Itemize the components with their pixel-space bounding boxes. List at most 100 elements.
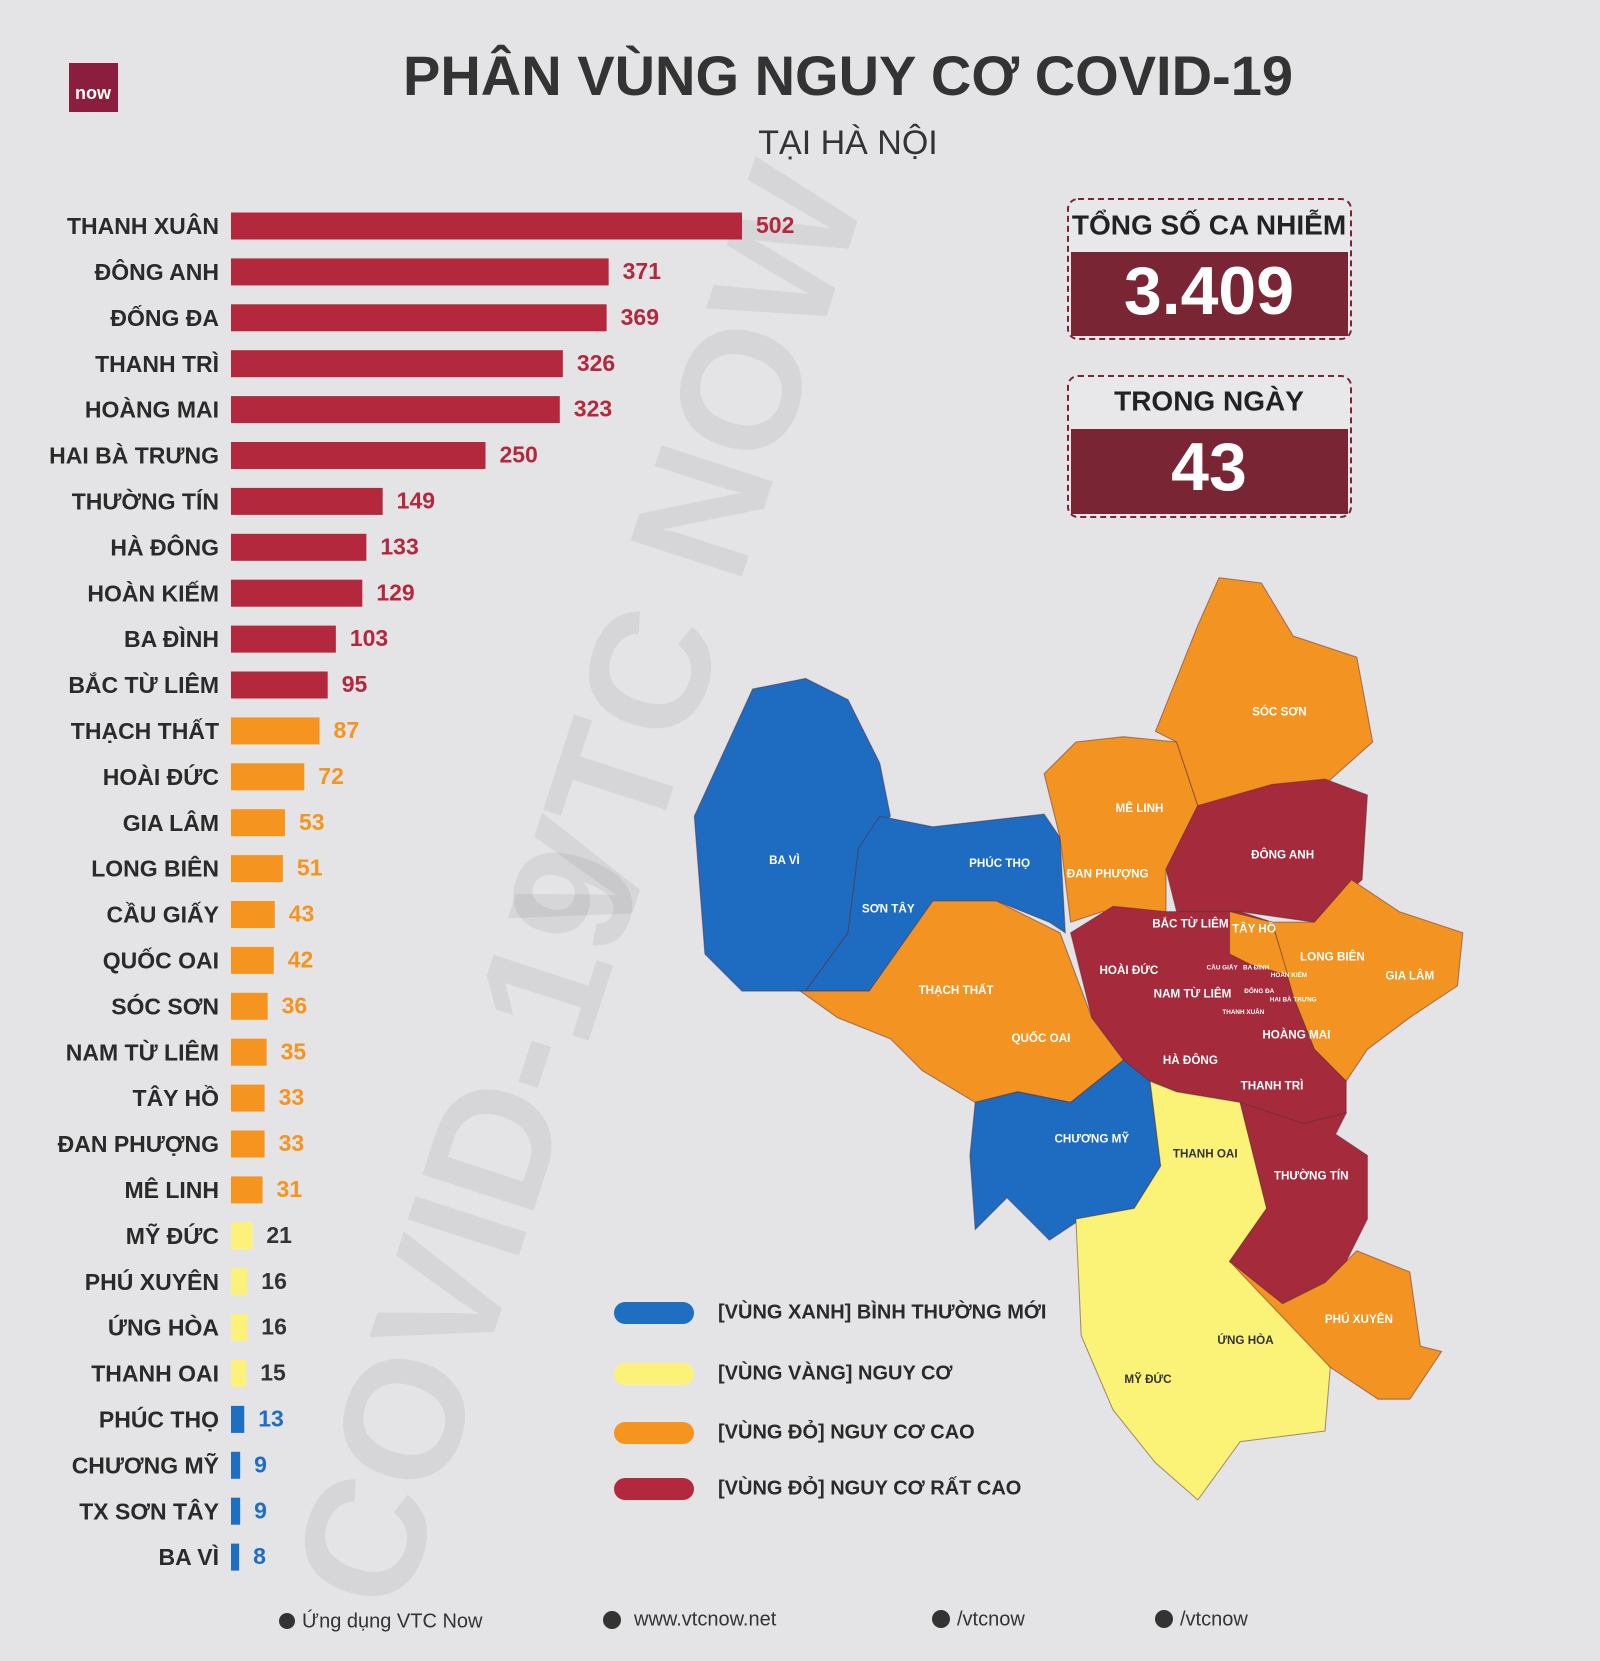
map-label: BẮC TỪ LIÊM bbox=[1152, 917, 1228, 930]
value-label: 103 bbox=[350, 625, 388, 651]
bar bbox=[231, 1268, 248, 1296]
category-label: HAI BÀ TRƯNG bbox=[49, 442, 219, 469]
category-label: SÓC SƠN bbox=[111, 992, 219, 1019]
category-label: ĐAN PHƯỢNG bbox=[58, 1131, 219, 1157]
legend-label: [VÙNG XANH] BÌNH THƯỜNG MỚI bbox=[718, 1299, 1046, 1323]
region bbox=[1229, 910, 1289, 976]
category-label: HÀ ĐÔNG bbox=[110, 533, 219, 560]
category-label: THẠCH THẤT bbox=[71, 717, 219, 744]
value-label: 87 bbox=[334, 717, 360, 743]
legend-label: [VÙNG VÀNG] NGUY CƠ bbox=[718, 1360, 953, 1384]
value-label: 51 bbox=[297, 855, 323, 881]
map-label: THANH OAI bbox=[1173, 1147, 1238, 1160]
category-label: THANH TRÌ bbox=[95, 350, 219, 377]
map-label: QUỐC OAI bbox=[1011, 1031, 1070, 1045]
map-label: THANH XUÂN bbox=[1222, 1007, 1264, 1016]
category-label: THƯỜNG TÍN bbox=[72, 487, 219, 514]
map-label: ĐAN PHƯỢNG bbox=[1067, 868, 1149, 881]
bar bbox=[231, 809, 285, 837]
value-label: 35 bbox=[281, 1038, 307, 1064]
map-label: HOÀNG MAI bbox=[1262, 1029, 1330, 1042]
value-label: 21 bbox=[266, 1222, 292, 1248]
category-label: TÂY HỒ bbox=[133, 1084, 219, 1111]
value-label: 72 bbox=[318, 763, 344, 789]
bar bbox=[231, 1084, 265, 1112]
category-label: BA ĐÌNH bbox=[124, 625, 219, 652]
bar bbox=[231, 533, 367, 561]
value-label: 8 bbox=[253, 1543, 266, 1569]
map-label: CẦU GIẤY bbox=[1207, 961, 1239, 971]
region bbox=[1154, 577, 1374, 807]
stat-box: TỔNG SỐ CA NHIỄM 3.409 bbox=[1067, 198, 1352, 340]
legend-swatch bbox=[614, 1422, 694, 1444]
category-label: BẮC TỪ LIÊM bbox=[68, 671, 219, 698]
map-label: MỸ ĐỨC bbox=[1124, 1373, 1172, 1386]
map-label: HAI BÀ TRƯNG bbox=[1270, 994, 1317, 1003]
value-label: 326 bbox=[577, 350, 615, 376]
bar bbox=[231, 487, 383, 515]
map-label: THANH TRÌ bbox=[1241, 1080, 1304, 1093]
category-label: CẦU GIẤY bbox=[107, 901, 219, 928]
category-label: CHƯƠNG MỸ bbox=[72, 1451, 219, 1478]
bar bbox=[231, 625, 336, 653]
value-label: 323 bbox=[574, 396, 612, 422]
value-label: 31 bbox=[277, 1176, 303, 1202]
legend-swatch bbox=[614, 1302, 694, 1324]
value-label: 250 bbox=[499, 442, 537, 468]
map-label: TÂY HỒ bbox=[1232, 923, 1276, 936]
value-label: 16 bbox=[261, 1268, 287, 1294]
map-label: ĐỐNG ĐA bbox=[1244, 985, 1274, 995]
value-label: 33 bbox=[279, 1084, 305, 1110]
map-label: SƠN TÂY bbox=[862, 903, 915, 916]
bar bbox=[231, 1176, 263, 1204]
category-label: HOÀI ĐỨC bbox=[103, 763, 219, 790]
region bbox=[1228, 1101, 1368, 1305]
stat-label: TRONG NGÀY bbox=[1114, 385, 1304, 416]
stat-label: TỔNG SỐ CA NHIỄM bbox=[1072, 208, 1346, 240]
map-label: ỨNG HÒA bbox=[1217, 1334, 1274, 1347]
logo-text: now bbox=[75, 83, 112, 103]
category-label: BA VÌ bbox=[159, 1543, 220, 1570]
category-label: PHÚ XUYÊN bbox=[85, 1268, 219, 1295]
category-label: QUỐC OAI bbox=[103, 946, 219, 973]
category-label: THANH XUÂN bbox=[67, 212, 219, 239]
value-label: 43 bbox=[289, 901, 315, 927]
bar bbox=[231, 763, 305, 791]
category-label: LONG BIÊN bbox=[91, 855, 219, 882]
map-label: PHÚ XUYÊN bbox=[1325, 1313, 1393, 1326]
title: PHÂN VÙNG NGUY CƠ COVID-19 bbox=[403, 44, 1293, 107]
bar bbox=[231, 946, 274, 974]
stat-value: 43 bbox=[1171, 429, 1247, 505]
value-label: 13 bbox=[258, 1405, 284, 1431]
bar bbox=[231, 901, 275, 928]
category-label: ĐÔNG ANH bbox=[95, 258, 219, 285]
bar bbox=[231, 1451, 241, 1479]
category-label: THANH OAI bbox=[91, 1361, 219, 1387]
map-label: HOÀN KIẾM bbox=[1271, 969, 1307, 979]
map-label: ĐÔNG ANH bbox=[1251, 848, 1314, 861]
map-label: HOÀI ĐỨC bbox=[1099, 964, 1158, 977]
category-label: HOÀNG MAI bbox=[85, 396, 219, 423]
value-label: 9 bbox=[254, 1451, 267, 1477]
footer-item: /vtcnow bbox=[1180, 1608, 1248, 1630]
map-label: SÓC SƠN bbox=[1252, 705, 1307, 718]
value-label: 95 bbox=[342, 671, 368, 697]
map-label: HÀ ĐÔNG bbox=[1163, 1054, 1218, 1067]
category-label: MỸ ĐỨC bbox=[126, 1222, 219, 1249]
logo bbox=[69, 63, 118, 112]
map-label: GIA LÂM bbox=[1385, 969, 1434, 982]
map-label: BA VÌ bbox=[769, 854, 800, 867]
region bbox=[1229, 1250, 1443, 1400]
stat-box: TRONG NGÀY 43 bbox=[1067, 375, 1352, 518]
map-label: THẠCH THẤT bbox=[919, 984, 994, 997]
bar bbox=[231, 212, 742, 240]
category-label: NAM TỪ LIÊM bbox=[66, 1038, 219, 1065]
region bbox=[1043, 736, 1199, 923]
legend-label: [VÙNG ĐỎ] NGUY CƠ CAO bbox=[718, 1419, 975, 1443]
subtitle: TẠI HÀ NỘI bbox=[758, 124, 937, 162]
bar bbox=[231, 1038, 267, 1066]
legend-label: [VÙNG ĐỎ] NGUY CƠ RẤT CAO bbox=[718, 1475, 1021, 1499]
category-label: PHÚC THỌ bbox=[99, 1405, 219, 1432]
bar bbox=[231, 1314, 248, 1342]
